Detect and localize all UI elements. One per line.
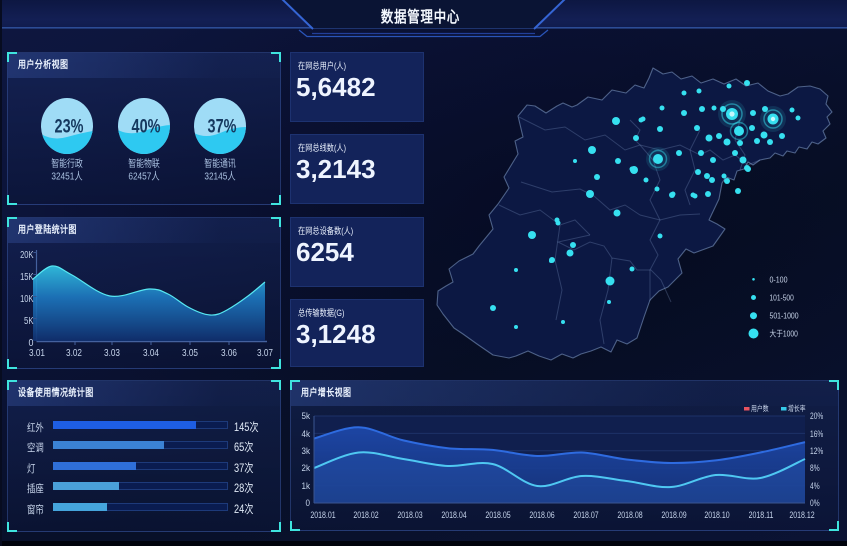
svg-text:2018.04: 2018.04 [441, 509, 467, 520]
svg-text:3.02: 3.02 [66, 347, 82, 358]
svg-text:16%: 16% [810, 429, 823, 439]
svg-text:3.05: 3.05 [182, 347, 198, 358]
svg-text:2018.10: 2018.10 [704, 509, 730, 520]
svg-text:2018.12: 2018.12 [789, 509, 815, 520]
svg-text:0-100: 0-100 [770, 275, 789, 285]
svg-text:大于1000: 大于1000 [770, 328, 798, 339]
svg-text:37%: 37% [208, 116, 237, 137]
svg-text:2018.08: 2018.08 [617, 509, 643, 520]
svg-text:5k: 5k [301, 410, 310, 421]
svg-text:1k: 1k [301, 480, 310, 491]
svg-text:62457人: 62457人 [128, 171, 160, 183]
svg-text:2018.05: 2018.05 [485, 509, 511, 520]
svg-text:用户数: 用户数 [751, 403, 769, 413]
svg-text:2018.06: 2018.06 [529, 509, 555, 520]
svg-text:2018.11: 2018.11 [749, 509, 774, 520]
svg-text:3.04: 3.04 [143, 347, 159, 358]
svg-text:3.03: 3.03 [104, 347, 120, 358]
svg-text:3.07: 3.07 [257, 347, 273, 358]
svg-text:32451人: 32451人 [51, 171, 83, 183]
svg-text:10K: 10K [20, 293, 33, 304]
svg-text:32145人: 32145人 [204, 171, 236, 183]
svg-text:3.06: 3.06 [221, 347, 237, 358]
svg-text:智能行政: 智能行政 [51, 157, 83, 169]
svg-text:2k: 2k [301, 462, 310, 473]
svg-text:8%: 8% [810, 463, 820, 473]
svg-text:智能通讯: 智能通讯 [204, 157, 236, 169]
svg-text:3.01: 3.01 [29, 347, 45, 358]
svg-text:15K: 15K [20, 271, 33, 282]
svg-text:20K: 20K [20, 249, 33, 260]
svg-text:12%: 12% [810, 446, 823, 456]
svg-text:0%: 0% [810, 498, 820, 508]
svg-text:101-500: 101-500 [770, 293, 794, 303]
svg-text:3k: 3k [301, 445, 310, 456]
svg-text:4%: 4% [810, 481, 820, 491]
svg-text:2018.01: 2018.01 [310, 509, 336, 520]
svg-text:23%: 23% [55, 116, 84, 137]
svg-text:0: 0 [29, 337, 34, 349]
svg-text:501-1000: 501-1000 [770, 311, 799, 321]
svg-text:智能物联: 智能物联 [128, 157, 160, 169]
svg-text:2018.07: 2018.07 [573, 509, 599, 520]
svg-text:0: 0 [306, 497, 311, 508]
svg-text:2018.09: 2018.09 [661, 509, 687, 520]
svg-text:4k: 4k [301, 428, 310, 439]
svg-text:40%: 40% [132, 116, 161, 137]
svg-text:2018.02: 2018.02 [353, 509, 379, 520]
svg-text:5K: 5K [24, 315, 34, 326]
svg-text:2018.03: 2018.03 [397, 509, 423, 520]
svg-text:20%: 20% [810, 411, 823, 421]
svg-text:增长率: 增长率 [788, 403, 806, 413]
